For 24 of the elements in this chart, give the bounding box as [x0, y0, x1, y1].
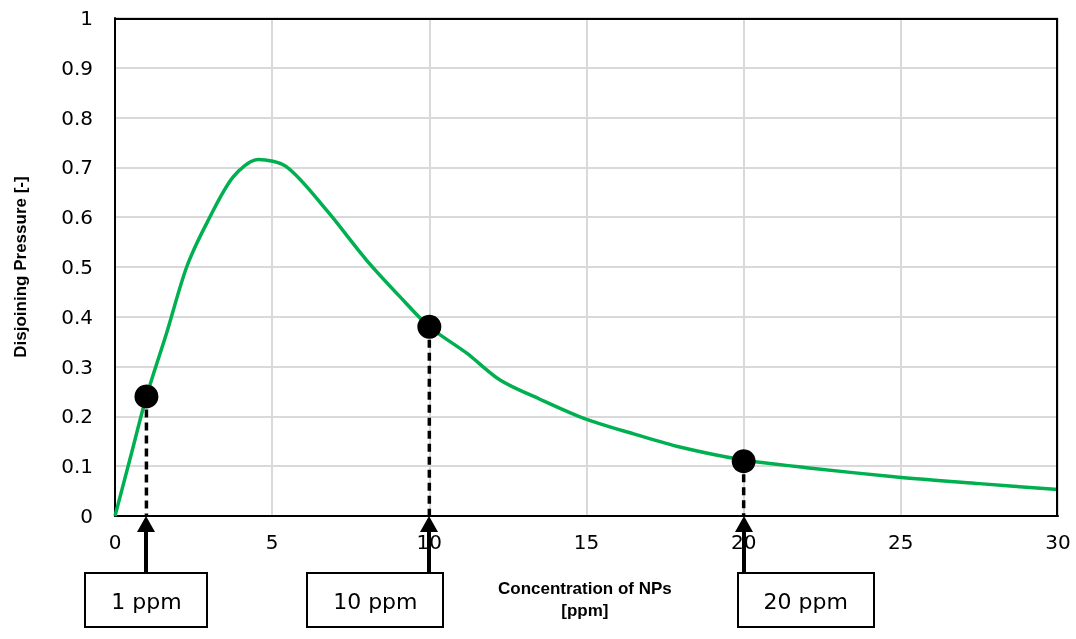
- point: [417, 314, 442, 339]
- y-axis-title: Disjoining Pressure [-]: [11, 176, 30, 358]
- y-tick-label: 0.1: [61, 454, 93, 479]
- y-tick-label: 0: [80, 504, 93, 528]
- point: [731, 449, 756, 474]
- x-tick-label: 30: [1045, 530, 1071, 554]
- y-tick-label: 0.3: [61, 354, 93, 379]
- text: 1 ppm: [84, 572, 209, 628]
- point: [134, 384, 159, 409]
- y-tick-label: 0.7: [61, 155, 93, 180]
- y-tick-label: 0.2: [61, 404, 93, 429]
- x-tick-label: 5: [265, 530, 279, 554]
- x-tick-label: 0: [108, 530, 122, 554]
- text: 10 ppm: [306, 572, 445, 628]
- y-tick-label: 0.9: [61, 55, 93, 80]
- x-tick-label: 15: [573, 530, 600, 554]
- x-axis-title: Concentration of NPs [ppm]: [498, 578, 672, 622]
- text: 20 ppm: [736, 572, 875, 628]
- y-tick-label: 0.5: [61, 255, 93, 279]
- y-tick-label: 0.4: [61, 304, 93, 329]
- y-tick-label: 1: [80, 6, 93, 30]
- x-tick-label: 25: [888, 530, 914, 554]
- y-tick-label: 0.8: [61, 105, 93, 130]
- y-tick-label: 0.6: [61, 205, 93, 230]
